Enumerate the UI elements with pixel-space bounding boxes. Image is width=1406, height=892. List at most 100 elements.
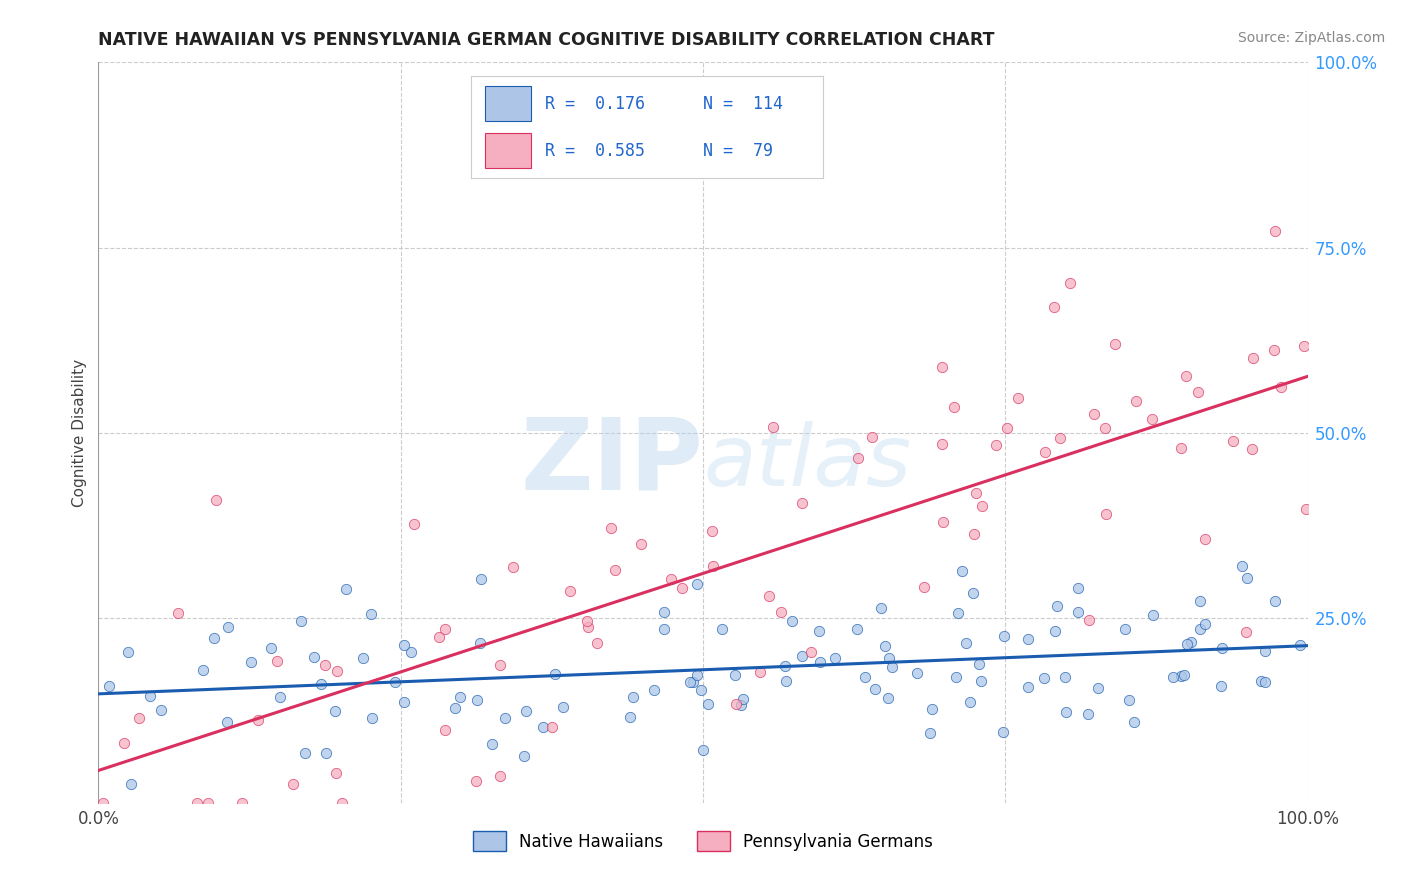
Point — [808, 655, 831, 669]
Point — [1264, 594, 1286, 608]
Point — [494, 711, 516, 725]
Point — [995, 421, 1018, 435]
Point — [1161, 669, 1184, 683]
Point — [1043, 624, 1066, 639]
Point — [404, 516, 426, 531]
Point — [1083, 407, 1105, 421]
Point — [186, 796, 208, 810]
Point — [846, 450, 869, 465]
Point — [433, 622, 456, 636]
Point — [112, 736, 135, 750]
Point — [690, 683, 713, 698]
Point — [686, 668, 709, 682]
Point — [1230, 558, 1253, 573]
Point — [139, 689, 162, 703]
Point — [544, 667, 567, 681]
Point — [860, 430, 883, 444]
Point — [489, 658, 512, 673]
Point — [326, 664, 349, 678]
Legend: Native Hawaiians, Pennsylvania Germans: Native Hawaiians, Pennsylvania Germans — [465, 825, 941, 857]
Point — [775, 673, 797, 688]
Point — [302, 649, 325, 664]
Point — [877, 651, 900, 665]
Point — [120, 776, 142, 790]
Point — [560, 584, 582, 599]
Point — [197, 796, 219, 810]
Point — [1234, 625, 1257, 640]
Point — [283, 777, 305, 791]
Point — [468, 636, 491, 650]
Point — [948, 606, 970, 620]
Point — [1118, 693, 1140, 707]
Point — [1054, 670, 1077, 684]
Point — [1209, 679, 1232, 693]
Point — [384, 675, 406, 690]
Point — [1253, 643, 1275, 657]
Point — [1211, 641, 1233, 656]
Y-axis label: Cognitive Disability: Cognitive Disability — [72, 359, 87, 507]
Point — [266, 654, 288, 668]
Point — [1066, 605, 1088, 619]
Point — [671, 581, 693, 595]
Point — [1295, 502, 1317, 516]
Point — [1054, 706, 1077, 720]
Point — [758, 590, 780, 604]
Point — [575, 614, 598, 628]
Bar — [485, 87, 531, 121]
Point — [984, 437, 1007, 451]
Point — [540, 720, 562, 734]
Point — [465, 693, 488, 707]
Point — [1270, 380, 1292, 394]
Text: ZIP: ZIP — [520, 414, 703, 511]
Point — [807, 624, 830, 639]
Point — [679, 675, 702, 690]
Text: N =  114: N = 114 — [703, 95, 783, 112]
Point — [1188, 594, 1211, 608]
Point — [692, 742, 714, 756]
Point — [1294, 339, 1316, 353]
Point — [1254, 675, 1277, 690]
Point — [970, 673, 993, 688]
Point — [942, 401, 965, 415]
Point — [260, 641, 283, 656]
Point — [314, 657, 336, 672]
Point — [790, 495, 813, 509]
Point — [686, 577, 709, 591]
Point — [652, 622, 675, 636]
Point — [309, 677, 332, 691]
Point — [654, 606, 676, 620]
Point — [931, 437, 953, 451]
Point — [967, 657, 990, 671]
Point — [246, 713, 269, 727]
Point — [231, 796, 253, 810]
Point — [733, 691, 755, 706]
Point — [773, 659, 796, 673]
Point — [1033, 445, 1056, 459]
Point — [434, 723, 457, 737]
Point — [449, 690, 471, 704]
Point — [1042, 301, 1064, 315]
Point — [392, 638, 415, 652]
Point — [117, 645, 139, 659]
Point — [682, 675, 704, 690]
Point — [360, 607, 382, 621]
Point — [1046, 599, 1069, 614]
Point — [1173, 668, 1195, 682]
Point — [991, 724, 1014, 739]
Point — [1187, 384, 1209, 399]
Point — [725, 698, 748, 712]
Text: N =  79: N = 79 — [703, 142, 773, 160]
Point — [531, 720, 554, 734]
Point — [993, 629, 1015, 643]
Point — [1236, 571, 1258, 585]
Point — [443, 701, 465, 715]
Point — [865, 681, 887, 696]
Point — [882, 659, 904, 673]
Point — [335, 582, 357, 597]
Point — [315, 747, 337, 761]
Point — [696, 697, 718, 711]
Point — [512, 748, 534, 763]
Point — [824, 651, 846, 665]
Point — [392, 695, 415, 709]
Point — [1142, 607, 1164, 622]
